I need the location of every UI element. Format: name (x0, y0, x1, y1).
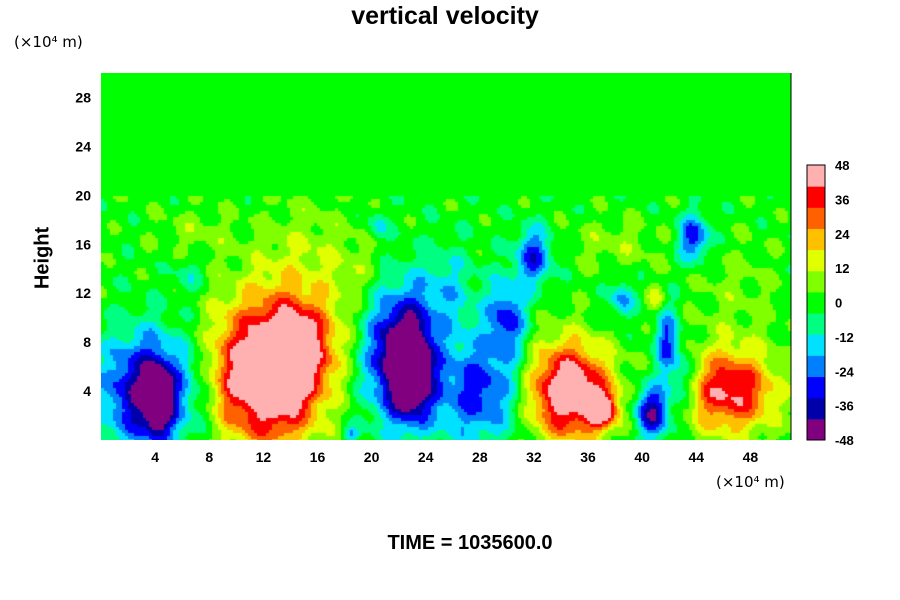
colorbar-swatch (807, 313, 825, 335)
y-tick-label: 4 (83, 383, 91, 399)
colorbar-swatch (807, 165, 825, 187)
heatmap-field (101, 73, 791, 440)
colorbar-swatch (807, 334, 825, 356)
colorbar-tick-label: 24 (835, 227, 850, 242)
x-tick-label: 36 (580, 449, 596, 465)
x-tick-label: 24 (418, 449, 434, 465)
x-tick-label: 8 (205, 449, 213, 465)
x-axis-unit: (×10⁴ m) (716, 473, 785, 491)
x-tick-label: 48 (743, 449, 759, 465)
x-tick-label: 16 (310, 449, 326, 465)
colorbar-swatch (807, 270, 825, 293)
colorbar-tick-label: 12 (835, 261, 849, 276)
x-tick-label: 20 (364, 449, 380, 465)
colorbar-swatch (807, 207, 825, 229)
x-tick-label: 32 (526, 449, 542, 465)
chart-title: vertical velocity (351, 2, 539, 30)
time-label: TIME = 1035600.0 (387, 532, 553, 554)
x-tick-label: 12 (256, 449, 272, 465)
x-tick-label: 28 (472, 449, 488, 465)
colorbar-tick-label: -36 (835, 399, 854, 414)
y-tick-label: 24 (75, 138, 91, 154)
colorbar-swatch (807, 249, 825, 272)
colorbar-tick-label: 48 (835, 158, 849, 173)
colorbar-tick-label: -48 (835, 433, 854, 448)
x-tick-label: 44 (689, 449, 705, 465)
x-tick-label: 40 (634, 449, 650, 465)
colorbar-swatch (807, 228, 825, 251)
colorbar-swatch (807, 186, 825, 208)
colorbar-swatch (807, 291, 825, 314)
x-tick-label: 4 (151, 449, 159, 465)
y-axis-ticks: 4 8 12 16 20 24 28 (75, 89, 91, 399)
y-tick-label: 12 (75, 285, 91, 301)
y-tick-label: 16 (75, 236, 91, 252)
plot-area (101, 73, 792, 440)
colorbar-swatch (807, 355, 825, 378)
colorbar-swatch (807, 397, 825, 420)
colorbar-border (806, 164, 826, 441)
colorbar-tick-label: 36 (835, 192, 849, 207)
colorbar-swatch (807, 418, 825, 441)
y-axis-unit: (×10⁴ m) (14, 33, 83, 51)
colorbar: 48 36 24 12 0 -12 -24 -36 -48 (806, 158, 855, 448)
y-tick-label: 8 (83, 334, 91, 350)
y-tick-label: 28 (75, 89, 91, 105)
x-axis-ticks: 4 8 12 16 20 24 28 32 36 40 44 48 (151, 449, 758, 465)
y-tick-label: 20 (75, 187, 91, 203)
colorbar-swatch (807, 376, 825, 399)
colorbar-tick-label: 0 (835, 296, 842, 311)
colorbar-tick-label: -24 (835, 364, 855, 379)
colorbar-tick-label: -12 (835, 330, 854, 345)
